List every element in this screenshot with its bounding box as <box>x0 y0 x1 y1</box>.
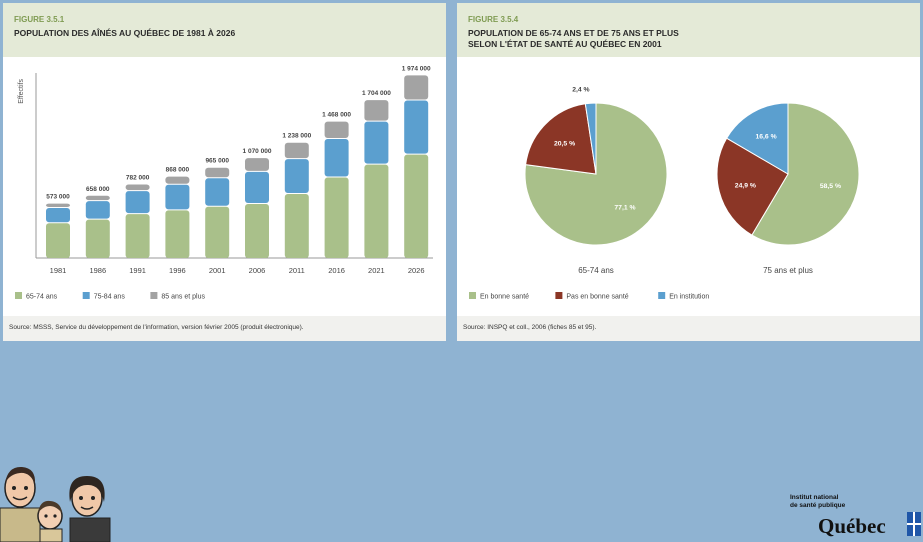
source-note: Source: INSPQ et coll., 2006 (fiches 85 … <box>457 316 920 341</box>
legend-label: En bonne santé <box>480 294 529 301</box>
logo-line-2: de santé publique <box>790 502 846 509</box>
pie-slice-Pas-en-bonne-santé <box>716 137 789 236</box>
bar-65-74-ans <box>364 164 389 258</box>
bar-75-84-ans <box>125 191 150 214</box>
pie-group-label: 65-74 ans <box>578 266 614 275</box>
source-text: Source: MSSS, Service du développement d… <box>9 324 304 331</box>
x-tick-label: 1981 <box>50 266 67 275</box>
bar-total-label: 1 070 000 <box>243 148 272 155</box>
source-note: Source: MSSS, Service du développement d… <box>3 316 446 341</box>
x-tick-label: 1991 <box>129 266 146 275</box>
pie-slice-En-institution <box>584 102 597 175</box>
x-tick-label: 1986 <box>89 266 106 275</box>
x-tick-label: 2021 <box>368 266 385 275</box>
bar-65-74-ans <box>46 223 70 258</box>
family-illustration <box>0 458 115 542</box>
chart-header: FIGURE 3.5.4 POPULATION DE 65-74 ANS ET … <box>457 3 920 57</box>
bar-85-ans-et-plus <box>165 176 190 184</box>
legend-swatch <box>469 292 476 299</box>
bar-85-ans-et-plus <box>245 158 269 171</box>
bar-65-74-ans <box>125 214 150 258</box>
quebec-flag-icon <box>907 512 921 536</box>
legend-swatch <box>82 292 90 299</box>
pie-slice-label: 2,4 % <box>572 87 589 94</box>
pie-slice-label: 16,6 % <box>755 133 776 140</box>
bar-total-label: 1 974 000 <box>402 65 431 72</box>
bar-85-ans-et-plus <box>125 184 150 191</box>
bar-85-ans-et-plus <box>46 203 70 208</box>
x-tick-label: 2016 <box>328 266 345 275</box>
pie-charts: 77,1 % 20,5 % 2,4 % 65-74 ans 58,5 % 24,9 % 16… <box>469 87 860 301</box>
figure-label: FIGURE 3.5.1 <box>14 15 65 24</box>
pie-slice-En-bonne-santé <box>751 102 860 246</box>
bar-75-84-ans <box>324 138 349 177</box>
bar-65-74-ans <box>85 219 110 258</box>
legend-swatch <box>150 292 158 299</box>
bar-85-ans-et-plus <box>85 195 110 201</box>
legend-label: Pas en bonne santé <box>566 294 628 301</box>
pie-slice-Pas-en-bonne-santé <box>525 103 597 175</box>
bar-65-74-ans <box>324 177 349 258</box>
bar-65-74-ans <box>245 204 269 258</box>
bar-total-label: 658 000 <box>86 186 110 193</box>
legend-label: En institution <box>669 294 709 301</box>
bar-75-84-ans <box>85 201 110 219</box>
x-tick-label: 2011 <box>289 266 305 275</box>
pie-slice-En-institution <box>725 102 789 175</box>
x-tick-label: 2006 <box>249 266 266 275</box>
chart-title: POPULATION DES AÎNÉS AU QUÉBEC DE 1981 À… <box>14 28 236 38</box>
bar-75-84-ans <box>404 100 429 154</box>
bar-75-84-ans <box>284 159 309 193</box>
bar-65-74-ans <box>284 193 309 258</box>
x-tick-label: 2026 <box>408 266 425 275</box>
institute-logo-text: Institut national de santé publique <box>790 494 845 510</box>
bar-chart: Effectifs 573 000 1981 658 000 1986 782 000 19… <box>15 65 433 301</box>
bar-total-label: 1 468 000 <box>322 112 351 119</box>
y-axis-label: Effectifs <box>18 79 25 104</box>
quebec-logo-word: Québec <box>818 514 886 538</box>
chart-title-line-2: SELON L'ÉTAT DE SANTÉ AU QUÉBEC EN 2001 <box>468 39 662 49</box>
bar-total-label: 965 000 <box>205 158 229 165</box>
bar-85-ans-et-plus <box>284 142 309 159</box>
bar-total-label: 573 000 <box>46 194 70 201</box>
bar-75-84-ans <box>46 208 70 223</box>
pie-slice-label: 20,5 % <box>554 141 575 148</box>
x-tick-label: 1996 <box>169 266 186 275</box>
logo-line-1: Institut national <box>790 494 839 501</box>
bar-chart-panel: FIGURE 3.5.1 POPULATION DES AÎNÉS AU QUÉ… <box>3 3 446 341</box>
pie-chart-panel: FIGURE 3.5.4 POPULATION DE 65-74 ANS ET … <box>457 3 920 341</box>
chart-title: POPULATION DE 65-74 ANS ET DE 75 ANS ET … <box>468 28 679 50</box>
bar-total-label: 868 000 <box>166 167 190 174</box>
bar-65-74-ans <box>165 210 190 258</box>
pie-slice-label: 24,9 % <box>735 183 756 190</box>
chart-title-line-1: POPULATION DE 65-74 ANS ET DE 75 ANS ET … <box>468 28 679 38</box>
bar-75-84-ans <box>205 178 230 206</box>
bar-85-ans-et-plus <box>404 75 429 100</box>
pie-group-label: 75 ans et plus <box>763 266 813 275</box>
legend-swatch <box>555 292 563 299</box>
bar-65-74-ans <box>205 206 230 258</box>
chart-header: FIGURE 3.5.1 POPULATION DES AÎNÉS AU QUÉ… <box>3 3 446 57</box>
legend-label: 65-74 ans <box>26 294 58 301</box>
legend-label: 85 ans et plus <box>161 294 205 301</box>
pie-slice-label: 58,5 % <box>820 183 841 190</box>
bar-total-label: 1 704 000 <box>362 90 391 97</box>
bar-85-ans-et-plus <box>324 121 349 138</box>
bar-85-ans-et-plus <box>364 100 389 121</box>
pie-slice-label: 77,1 % <box>614 205 635 212</box>
bar-total-label: 1 238 000 <box>282 133 311 140</box>
x-tick-label: 2001 <box>209 266 226 275</box>
bar-total-label: 782 000 <box>126 174 150 181</box>
bar-85-ans-et-plus <box>205 167 230 178</box>
legend-swatch <box>15 292 22 299</box>
legend-swatch <box>658 292 666 299</box>
figure-label: FIGURE 3.5.4 <box>468 15 519 24</box>
bar-75-84-ans <box>364 121 389 164</box>
bar-75-84-ans <box>165 184 190 210</box>
source-text: Source: INSPQ et coll., 2006 (fiches 85 … <box>463 324 597 331</box>
legend-label: 75-84 ans <box>94 294 126 301</box>
bar-65-74-ans <box>404 154 429 258</box>
bar-75-84-ans <box>245 171 269 204</box>
